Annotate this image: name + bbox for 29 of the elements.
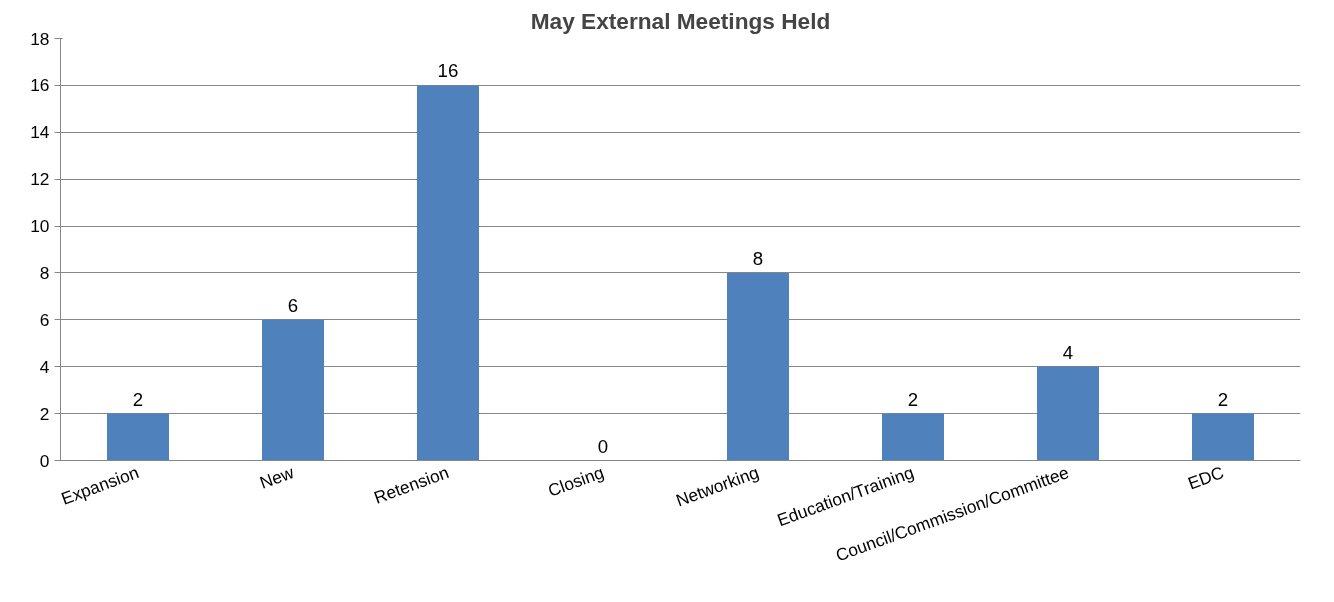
x-tick-label: New bbox=[257, 461, 297, 493]
data-label: 2 bbox=[132, 388, 144, 410]
bar bbox=[262, 319, 324, 461]
bar bbox=[107, 413, 169, 461]
bar bbox=[417, 85, 479, 461]
y-tick-label: 4 bbox=[39, 356, 50, 377]
data-label: 2 bbox=[1217, 388, 1229, 410]
data-label: 0 bbox=[597, 435, 609, 457]
y-tick-label: 16 bbox=[30, 75, 50, 96]
y-tick-label: 8 bbox=[39, 262, 50, 283]
bar bbox=[1037, 366, 1099, 461]
x-tick-label: EDC bbox=[1185, 462, 1227, 494]
y-tick-label: 18 bbox=[30, 28, 50, 49]
data-label: 16 bbox=[437, 60, 459, 82]
chart-title: May External Meetings Held bbox=[530, 7, 831, 34]
data-label: 6 bbox=[287, 294, 299, 316]
bar bbox=[882, 413, 944, 461]
bar bbox=[727, 272, 789, 461]
data-label: 8 bbox=[752, 247, 764, 269]
y-tick-label: 12 bbox=[30, 169, 50, 190]
y-tick-label: 0 bbox=[39, 450, 50, 471]
y-tick-label: 2 bbox=[39, 403, 50, 424]
data-label: 2 bbox=[907, 388, 919, 410]
x-tick-label: Closing bbox=[545, 462, 607, 501]
y-tick-label: 6 bbox=[39, 309, 50, 330]
data-label: 4 bbox=[1062, 341, 1074, 363]
y-tick-label: 10 bbox=[30, 216, 50, 237]
y-tick-label: 14 bbox=[30, 122, 50, 143]
bar bbox=[1192, 413, 1254, 461]
